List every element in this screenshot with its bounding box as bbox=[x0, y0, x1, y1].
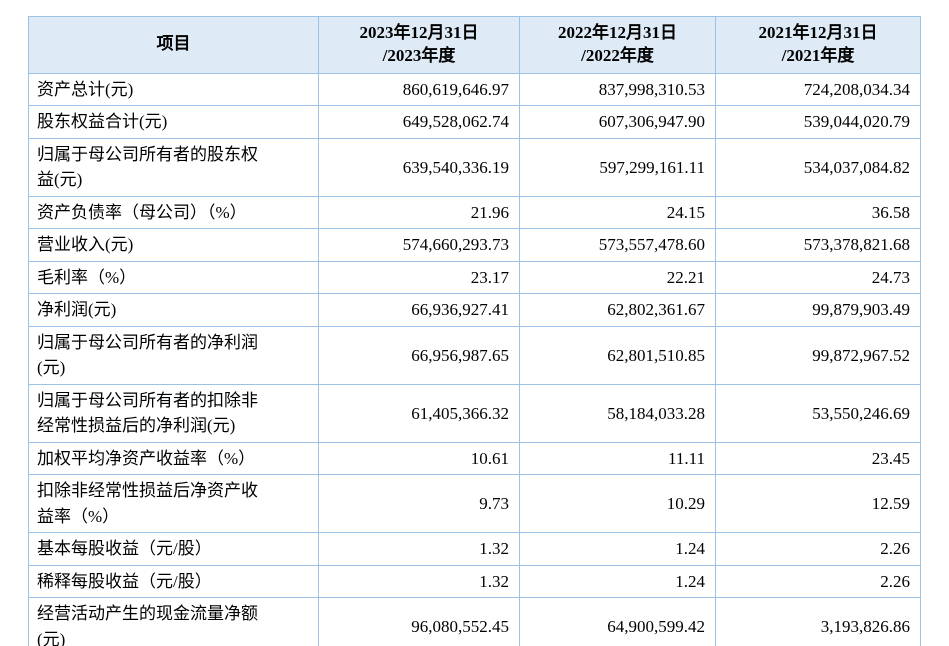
table-row: 股东权益合计(元) 649,528,062.74 607,306,947.90 … bbox=[28, 105, 921, 139]
row-label: 营业收入(元) bbox=[28, 228, 319, 262]
value-2021: 99,872,967.52 bbox=[715, 325, 921, 385]
value-2021: 36.58 bbox=[715, 195, 921, 230]
value-2021: 23.45 bbox=[715, 441, 921, 476]
table-row: 归属于母公司所有者的扣除非 经常性损益后的净利润(元) 61,405,366.3… bbox=[28, 383, 921, 443]
value-2022: 10.29 bbox=[519, 474, 716, 534]
value-2023: 61,405,366.32 bbox=[318, 383, 520, 443]
value-2021: 539,044,020.79 bbox=[715, 105, 921, 139]
value-2021: 3,193,826.86 bbox=[715, 597, 921, 646]
row-label: 毛利率（%） bbox=[28, 260, 319, 295]
table-row: 扣除非经常性损益后净资产收 益率（%） 9.73 10.29 12.59 bbox=[28, 474, 921, 534]
value-2021: 2.26 bbox=[715, 564, 921, 599]
column-header-item: 项目 bbox=[28, 16, 319, 74]
value-2021: 12.59 bbox=[715, 474, 921, 534]
value-2021: 573,378,821.68 bbox=[715, 228, 921, 262]
value-2022: 58,184,033.28 bbox=[519, 383, 716, 443]
value-2023: 574,660,293.73 bbox=[318, 228, 520, 262]
row-label: 资产负债率（母公司）（%） bbox=[28, 195, 319, 230]
row-label: 股东权益合计(元) bbox=[28, 105, 319, 139]
value-2022: 597,299,161.11 bbox=[519, 137, 716, 197]
value-2022: 1.24 bbox=[519, 564, 716, 599]
value-2022: 837,998,310.53 bbox=[519, 72, 716, 107]
table-row: 经营活动产生的现金流量净额 (元) 96,080,552.45 64,900,5… bbox=[28, 597, 921, 646]
value-2023: 66,956,987.65 bbox=[318, 325, 520, 385]
value-2023: 10.61 bbox=[318, 441, 520, 476]
value-2022: 62,801,510.85 bbox=[519, 325, 716, 385]
value-2021: 2.26 bbox=[715, 532, 921, 566]
row-label: 扣除非经常性损益后净资产收 益率（%） bbox=[28, 474, 319, 534]
table-row: 资产负债率（母公司）（%） 21.96 24.15 36.58 bbox=[28, 195, 921, 230]
value-2023: 9.73 bbox=[318, 474, 520, 534]
table-row: 毛利率（%） 23.17 22.21 24.73 bbox=[28, 260, 921, 295]
value-2021: 53,550,246.69 bbox=[715, 383, 921, 443]
value-2021: 99,879,903.49 bbox=[715, 293, 921, 327]
row-label: 基本每股收益（元/股） bbox=[28, 532, 319, 566]
value-2022: 1.24 bbox=[519, 532, 716, 566]
table-row: 加权平均净资产收益率（%） 10.61 11.11 23.45 bbox=[28, 441, 921, 476]
row-label: 归属于母公司所有者的股东权 益(元) bbox=[28, 137, 319, 197]
row-label: 资产总计(元) bbox=[28, 72, 319, 107]
value-2023: 649,528,062.74 bbox=[318, 105, 520, 139]
value-2022: 64,900,599.42 bbox=[519, 597, 716, 646]
row-label: 归属于母公司所有者的净利润 (元) bbox=[28, 325, 319, 385]
row-label: 经营活动产生的现金流量净额 (元) bbox=[28, 597, 319, 646]
row-label: 净利润(元) bbox=[28, 293, 319, 327]
table-row: 稀释每股收益（元/股） 1.32 1.24 2.26 bbox=[28, 564, 921, 599]
value-2021: 24.73 bbox=[715, 260, 921, 295]
value-2023: 1.32 bbox=[318, 532, 520, 566]
row-label: 加权平均净资产收益率（%） bbox=[28, 441, 319, 476]
value-2023: 860,619,646.97 bbox=[318, 72, 520, 107]
value-2023: 1.32 bbox=[318, 564, 520, 599]
value-2023: 23.17 bbox=[318, 260, 520, 295]
value-2022: 22.21 bbox=[519, 260, 716, 295]
column-header-2021: 2021年12月31日 /2021年度 bbox=[715, 16, 921, 74]
table-row: 资产总计(元) 860,619,646.97 837,998,310.53 72… bbox=[28, 72, 921, 107]
value-2023: 21.96 bbox=[318, 195, 520, 230]
value-2021: 534,037,084.82 bbox=[715, 137, 921, 197]
table-row: 营业收入(元) 574,660,293.73 573,557,478.60 57… bbox=[28, 228, 921, 262]
table-row: 归属于母公司所有者的净利润 (元) 66,956,987.65 62,801,5… bbox=[28, 325, 921, 385]
value-2021: 724,208,034.34 bbox=[715, 72, 921, 107]
column-header-2023: 2023年12月31日 /2023年度 bbox=[318, 16, 520, 74]
column-header-2022: 2022年12月31日 /2022年度 bbox=[519, 16, 716, 74]
value-2023: 96,080,552.45 bbox=[318, 597, 520, 646]
table-row: 净利润(元) 66,936,927.41 62,802,361.67 99,87… bbox=[28, 293, 921, 327]
financial-summary-table: 项目 2023年12月31日 /2023年度 2022年12月31日 /2022… bbox=[28, 16, 921, 646]
table-row: 归属于母公司所有者的股东权 益(元) 639,540,336.19 597,29… bbox=[28, 137, 921, 197]
table-row: 基本每股收益（元/股） 1.32 1.24 2.26 bbox=[28, 532, 921, 566]
value-2022: 24.15 bbox=[519, 195, 716, 230]
value-2023: 639,540,336.19 bbox=[318, 137, 520, 197]
value-2022: 62,802,361.67 bbox=[519, 293, 716, 327]
row-label: 归属于母公司所有者的扣除非 经常性损益后的净利润(元) bbox=[28, 383, 319, 443]
header-row: 项目 2023年12月31日 /2023年度 2022年12月31日 /2022… bbox=[28, 16, 921, 74]
value-2022: 607,306,947.90 bbox=[519, 105, 716, 139]
value-2023: 66,936,927.41 bbox=[318, 293, 520, 327]
value-2022: 573,557,478.60 bbox=[519, 228, 716, 262]
row-label: 稀释每股收益（元/股） bbox=[28, 564, 319, 599]
value-2022: 11.11 bbox=[519, 441, 716, 476]
